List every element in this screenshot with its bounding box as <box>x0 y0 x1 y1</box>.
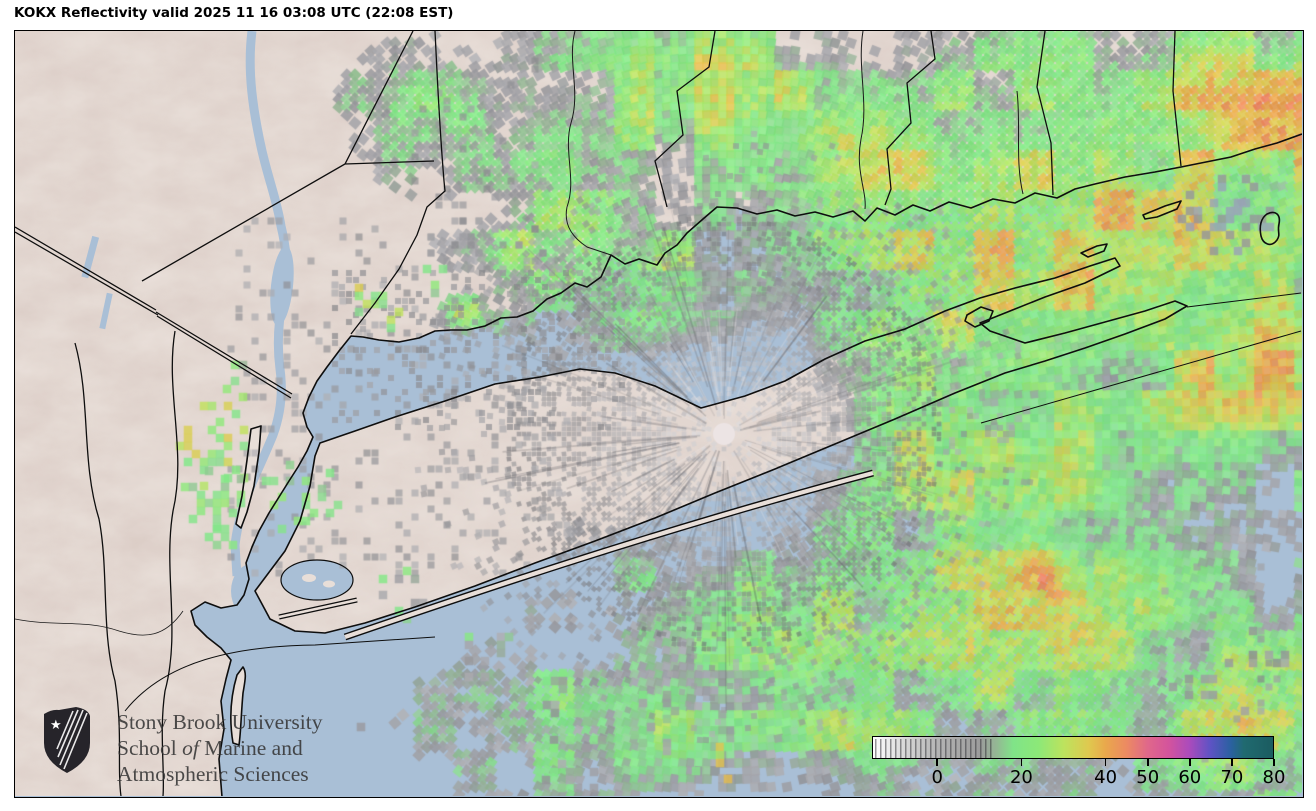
colorbar-tick-label: 60 <box>1178 767 1202 788</box>
colorbar-tick-label: 40 <box>1094 767 1118 788</box>
colorbar-tick-label: 80 <box>1262 767 1286 788</box>
colorbar-tick-label: 0 <box>931 767 943 788</box>
page-title: KOKX Reflectivity valid 2025 11 16 03:08… <box>14 5 454 21</box>
colorbar-tick <box>1104 759 1107 766</box>
colorbar-tick <box>936 759 939 766</box>
coastlines <box>190 133 1302 796</box>
colorbar-tick-label: 50 <box>1136 767 1160 788</box>
barrier-islands <box>279 473 873 637</box>
radar-map: 0 20 40 50 60 70 80 ★ Stony Brook University S… <box>14 30 1304 798</box>
sbu-logo: ★ Stony Brook University School of Marin… <box>43 707 343 793</box>
colorbar-tick <box>1231 759 1233 766</box>
state-county-borders <box>15 31 1182 796</box>
colorbar-tick <box>1146 759 1149 766</box>
colorbar-tick <box>1273 759 1275 766</box>
rivers <box>15 31 1024 636</box>
basemap-lines <box>15 31 1302 796</box>
colorbar: 0 20 40 50 60 70 80 <box>872 736 1285 796</box>
logo-text: Stony Brook University School of Marine … <box>117 709 322 787</box>
shield-icon: ★ <box>44 707 90 773</box>
colorbar-tick <box>1189 759 1191 766</box>
logo-line-2: School of Marine and <box>117 736 303 760</box>
logo-line-3: Atmospheric Sciences <box>117 762 309 786</box>
colorbar-tick-label: 70 <box>1220 767 1244 788</box>
svg-text:★: ★ <box>50 718 62 733</box>
colorbar-striations <box>874 738 994 759</box>
offshore-boundaries <box>124 292 1302 712</box>
colorbar-gradient <box>872 736 1274 759</box>
colorbar-tick-label: 20 <box>1009 767 1033 788</box>
colorbar-tick <box>1020 759 1023 766</box>
logo-line-1: Stony Brook University <box>117 710 323 734</box>
